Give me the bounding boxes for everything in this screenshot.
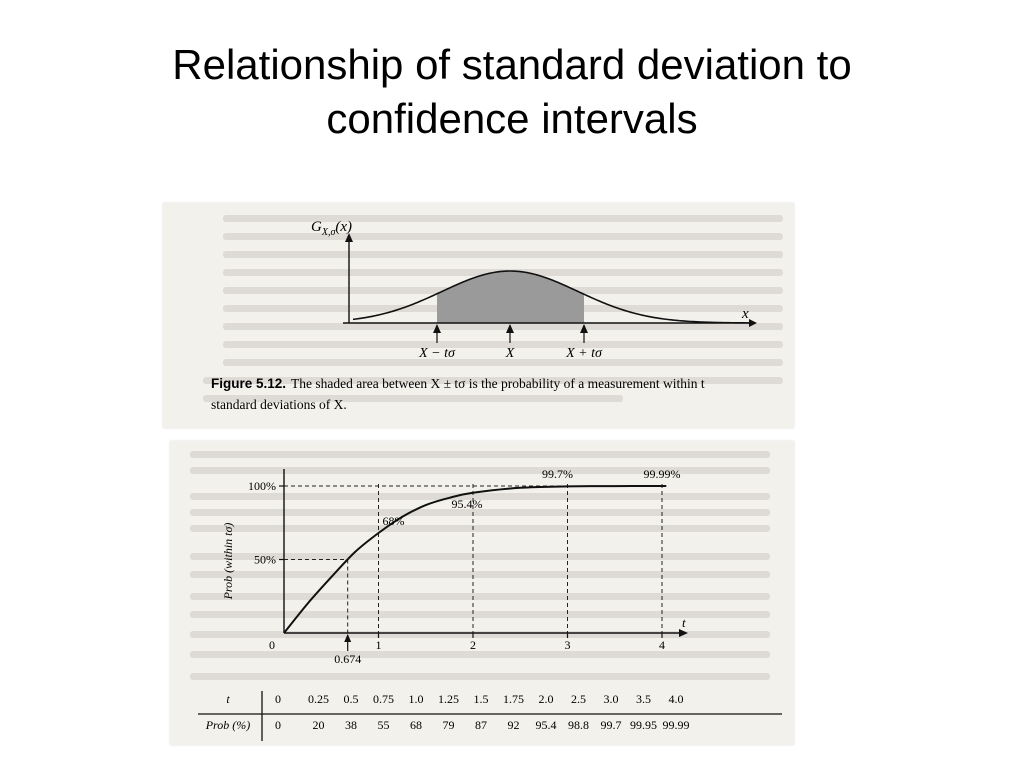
table-t-cell: 1.0 [409, 692, 424, 706]
table-t-cell: 0.5 [344, 692, 359, 706]
y-axis-arrow [345, 233, 353, 242]
x-tick-label-3: 3 [565, 638, 571, 652]
shaded-area [437, 271, 584, 323]
table-prob-cell: 87 [475, 718, 487, 732]
data-table: t Prob (%) 0 0.25 0.5 0.75 1.0 1.25 1.5 1.75 2.0 2.… [198, 691, 782, 741]
table-t-cell: 4.0 [669, 692, 684, 706]
chart-axes [283, 469, 688, 637]
x-tick-label-4: 4 [659, 638, 665, 652]
tick-label-right: X + tσ [565, 346, 603, 361]
x-axis-arrow [749, 319, 757, 327]
table-prob-cell: 68 [410, 718, 422, 732]
table-t-cell: 2.5 [571, 692, 586, 706]
chart-ticks: 0 1 2 3 4 50% 100% [248, 479, 665, 652]
gaussian-curve [352, 270, 754, 324]
gaussian-figure: GX,σ(x) x X − tσ X X + tσ Figure 5.12. Th… [211, 219, 757, 412]
x-tick-label-1: 1 [376, 638, 382, 652]
probability-curve [283, 485, 667, 634]
table-t-cell: 3.5 [636, 692, 651, 706]
table-t-cell: 1.25 [438, 692, 459, 706]
table-prob-cell: 98.8 [568, 718, 589, 732]
annotation-954: 95.4% [452, 497, 483, 511]
x-axis-label: x [741, 306, 749, 322]
annotation-0674: 0.674 [334, 652, 361, 666]
table-t-cell: 0.75 [373, 692, 394, 706]
table-prob-cell: 95.4 [536, 718, 557, 732]
table-prob-cell: 0 [275, 718, 281, 732]
x-axis-arrow [679, 629, 688, 637]
slide-title-line1: Relationship of standard deviation to [172, 41, 852, 88]
table-prob-cell: 55 [378, 718, 390, 732]
tick-label-left: X − tσ [418, 346, 456, 361]
figure-gaussian-scan: GX,σ(x) x X − tσ X X + tσ Figure 5.12. Th… [163, 203, 794, 428]
y-axis-label: GX,σ(x) [311, 219, 352, 238]
slide-title: Relationship of standard deviation to co… [0, 38, 1024, 146]
table-prob-cell: 79 [443, 718, 455, 732]
y-tick-label-50: 50% [254, 553, 276, 567]
table-prob-label: Prob (%) [205, 718, 251, 732]
chart-annotations: 0.674 68% 95.4% 99.7% 99.99% [334, 467, 680, 666]
annotation-997: 99.7% [542, 467, 573, 481]
table-t-cell: 0.25 [308, 692, 329, 706]
table-t-cell: 2.0 [539, 692, 554, 706]
table-t-cell: 1.5 [474, 692, 489, 706]
slide-title-line2: confidence intervals [326, 95, 698, 142]
figure-caption-line2: standard deviations of X. [211, 397, 347, 412]
table-prob-cell: 38 [345, 718, 357, 732]
table-prob-cell: 99.99 [663, 718, 690, 732]
x-tick-label-2: 2 [470, 638, 476, 652]
annotation-9999: 99.99% [644, 467, 681, 481]
table-t-cell: 3.0 [604, 692, 619, 706]
x-tick-label-0: 0 [269, 638, 275, 652]
table-prob-cell: 99.95 [630, 718, 657, 732]
table-t-label: t [226, 692, 230, 706]
table-prob-cell: 99.7 [601, 718, 622, 732]
table-t-cell: 0 [275, 692, 281, 706]
chart-labels: t Prob (within tσ) [221, 523, 686, 630]
table-prob-cell: 92 [508, 718, 520, 732]
table-prob-cell: 20 [313, 718, 325, 732]
annotation-68: 68% [383, 514, 405, 528]
table-t-cell: 1.75 [503, 692, 524, 706]
y-axis-label: Prob (within tσ) [221, 523, 235, 601]
tick-label-mid: X [505, 346, 515, 361]
y-tick-label-100: 100% [248, 479, 276, 493]
figure-caption-line1: Figure 5.12. The shaded area between X ± … [211, 376, 705, 391]
x-axis-label: t [682, 615, 686, 630]
